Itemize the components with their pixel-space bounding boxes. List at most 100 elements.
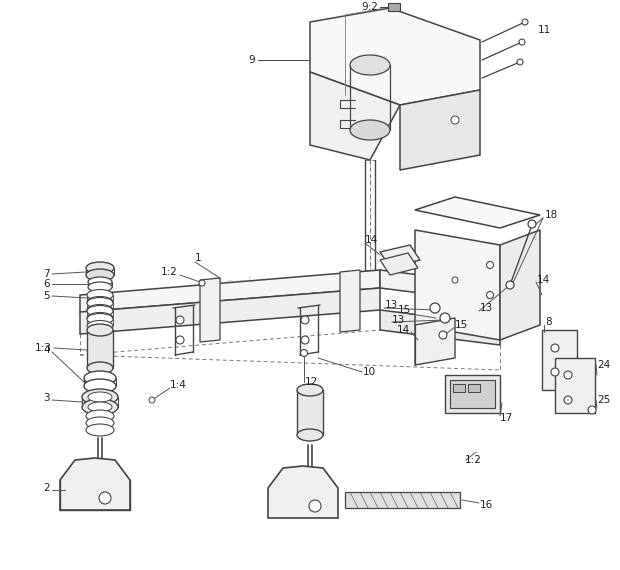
Circle shape — [301, 316, 309, 324]
Ellipse shape — [86, 424, 114, 436]
Text: 17: 17 — [500, 413, 513, 423]
Polygon shape — [60, 458, 130, 510]
Ellipse shape — [82, 389, 118, 405]
Text: 4: 4 — [43, 345, 50, 355]
Ellipse shape — [88, 277, 112, 287]
Polygon shape — [415, 230, 500, 340]
Polygon shape — [310, 72, 400, 160]
Bar — [297, 390, 323, 435]
Ellipse shape — [87, 320, 113, 332]
Text: 9:2: 9:2 — [361, 2, 378, 12]
Ellipse shape — [86, 410, 114, 422]
Circle shape — [564, 396, 572, 404]
Text: 10: 10 — [363, 367, 376, 377]
Text: 1:2: 1:2 — [465, 455, 482, 465]
Bar — [445, 375, 500, 413]
Polygon shape — [80, 270, 380, 312]
Ellipse shape — [350, 120, 390, 140]
Bar — [468, 384, 480, 392]
Polygon shape — [310, 8, 480, 105]
Bar — [542, 330, 577, 390]
Circle shape — [149, 397, 155, 403]
Bar — [555, 358, 595, 413]
Polygon shape — [415, 197, 540, 228]
Polygon shape — [200, 278, 220, 342]
Text: 8: 8 — [545, 317, 552, 327]
Ellipse shape — [87, 296, 113, 307]
Text: 25: 25 — [597, 395, 610, 405]
Circle shape — [430, 303, 440, 313]
Text: 16: 16 — [480, 500, 494, 510]
Text: 1:4: 1:4 — [170, 380, 187, 390]
Circle shape — [487, 291, 494, 299]
Text: 14: 14 — [397, 325, 410, 335]
Bar — [453, 384, 465, 392]
Polygon shape — [415, 318, 455, 365]
Circle shape — [452, 277, 458, 283]
Polygon shape — [400, 90, 480, 170]
Text: 18: 18 — [545, 210, 558, 220]
Ellipse shape — [87, 304, 113, 316]
Circle shape — [506, 281, 514, 289]
Ellipse shape — [350, 55, 390, 75]
Polygon shape — [500, 230, 540, 340]
Circle shape — [487, 262, 494, 268]
Polygon shape — [380, 270, 500, 303]
Text: 13: 13 — [392, 315, 405, 325]
Text: 15: 15 — [455, 320, 468, 330]
Bar — [345, 492, 460, 508]
Polygon shape — [268, 466, 338, 518]
Circle shape — [301, 336, 309, 344]
Polygon shape — [80, 288, 380, 334]
Circle shape — [519, 39, 525, 45]
Circle shape — [522, 19, 528, 25]
Ellipse shape — [88, 282, 112, 292]
Ellipse shape — [87, 314, 113, 324]
Text: 14: 14 — [537, 275, 551, 285]
Polygon shape — [380, 253, 418, 275]
Text: 2: 2 — [43, 483, 50, 493]
Polygon shape — [380, 310, 500, 345]
Circle shape — [528, 220, 536, 228]
Circle shape — [517, 59, 523, 65]
Ellipse shape — [87, 290, 113, 300]
Bar — [450, 380, 495, 408]
Circle shape — [551, 368, 559, 376]
Text: 1:2: 1:2 — [161, 267, 178, 277]
Polygon shape — [380, 245, 420, 267]
Circle shape — [199, 280, 205, 286]
Text: 6: 6 — [43, 279, 50, 289]
Text: 14: 14 — [365, 235, 378, 245]
Bar — [388, 3, 400, 11]
Ellipse shape — [86, 417, 114, 429]
Text: 13: 13 — [385, 300, 398, 310]
Text: 1:3: 1:3 — [35, 343, 52, 353]
Text: 9: 9 — [249, 55, 255, 65]
Ellipse shape — [82, 399, 118, 415]
Ellipse shape — [86, 269, 114, 281]
Text: 5: 5 — [43, 291, 50, 301]
Text: 13: 13 — [480, 303, 494, 313]
Circle shape — [439, 331, 447, 339]
Circle shape — [176, 316, 184, 324]
Ellipse shape — [88, 392, 112, 402]
Ellipse shape — [87, 362, 113, 374]
Ellipse shape — [87, 306, 113, 316]
Text: 11: 11 — [538, 25, 551, 35]
Text: 3: 3 — [43, 393, 50, 403]
Circle shape — [176, 336, 184, 344]
Circle shape — [301, 349, 308, 356]
Text: 24: 24 — [597, 360, 610, 370]
Ellipse shape — [297, 384, 323, 396]
Ellipse shape — [84, 379, 116, 393]
Circle shape — [451, 116, 459, 124]
Text: 7: 7 — [43, 269, 50, 279]
Text: 15: 15 — [398, 305, 411, 315]
Ellipse shape — [87, 324, 113, 336]
Circle shape — [99, 492, 111, 504]
Text: 1: 1 — [195, 253, 202, 263]
Ellipse shape — [86, 262, 114, 274]
Ellipse shape — [87, 298, 113, 308]
Circle shape — [551, 344, 559, 352]
Circle shape — [309, 500, 321, 512]
